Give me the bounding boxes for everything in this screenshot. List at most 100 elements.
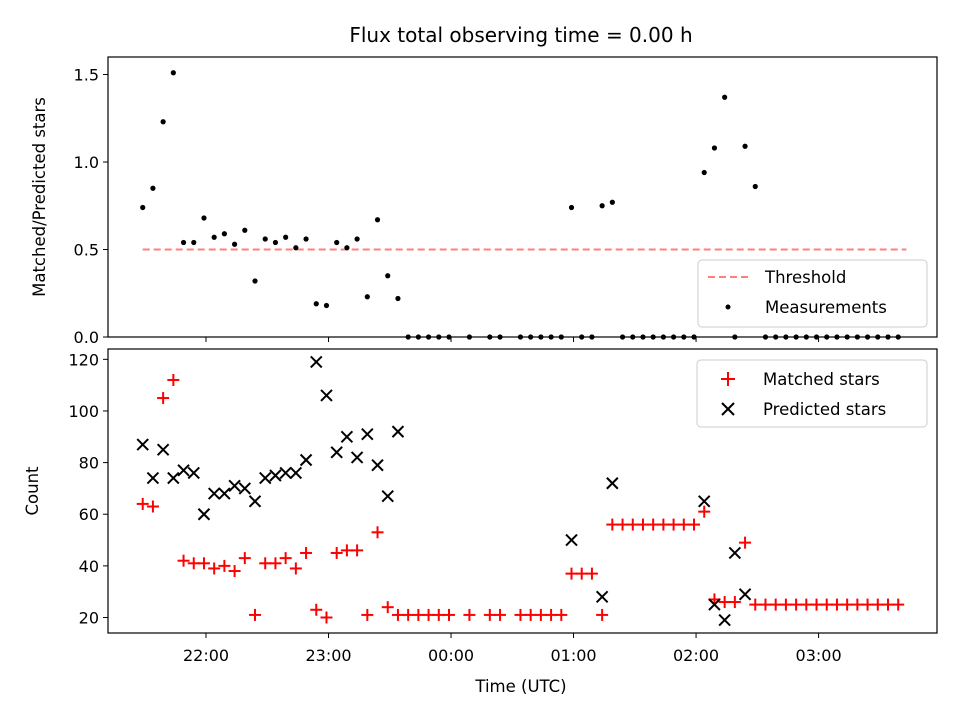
matched-star-point [749,598,762,611]
predicted-star-point [595,590,609,604]
measurement-point [895,334,901,340]
measurement-point [650,334,656,340]
predicted-star-point [320,389,333,402]
predicted-star-stroke-b [299,453,313,467]
predicted-star-point [289,466,303,480]
matched-star-point [381,601,394,614]
matched-star-point [157,392,170,405]
predicted-star-stroke-b [698,495,711,508]
measurement-point [885,334,891,340]
bottom-plot-frame [107,348,938,634]
matched-star-point [442,608,455,621]
x-tick-label: 01:00 [550,646,596,665]
matched-star-point [739,536,752,549]
bottom-y-tick-label: 100 [68,402,99,421]
predicted-star-stroke-b [371,458,384,472]
measurement-point [793,334,799,340]
x-axis-label: Time (UTC) [474,677,566,696]
predicted-star-point [136,438,149,451]
predicted-star-point [269,469,282,482]
bottom-y-tick-label: 120 [68,350,99,369]
predicted-star-stroke-b [565,533,578,547]
matched-star-point [279,552,292,565]
matched-star-point [769,598,782,611]
predicted-star-stroke-b [279,466,292,480]
measurement-point [691,334,697,340]
matched-star-point [779,598,792,611]
matched-star-point [759,598,772,611]
predicted-star-stroke-b [381,489,394,503]
measurement-point [313,301,319,307]
measurement-point [742,143,748,149]
predicted-star-stroke-b [361,427,374,441]
measurement-point [670,334,677,340]
matched-star-point [534,608,547,621]
matched-star-point [881,598,894,611]
matched-star-point [494,608,507,621]
matched-star-point [657,518,670,531]
measurement-point [752,183,758,190]
matched-star-point [698,505,711,518]
predicted-star-point [187,466,200,480]
predicted-star-stroke-b [320,389,333,402]
measurement-point [446,334,452,340]
measurement-point [323,302,330,309]
predicted-star-point [279,466,292,480]
matched-star-point [269,557,282,570]
measurement-point [824,334,830,340]
measurement-point [732,334,738,340]
measurement-point [180,239,187,246]
predicted-star-point [207,487,221,500]
bottom-y-tick-label: 60 [79,505,99,524]
predicted-legend-marker-icon [721,402,735,416]
matched-star-point [688,518,701,531]
measurement-point [242,227,248,233]
bottom-legend: Matched stars Predicted stars [696,359,928,428]
matched-star-point [483,608,496,621]
matched-star-point [616,518,629,531]
predicted-star-point [259,471,272,485]
matched-star-point [146,500,159,513]
measurement-point [568,204,575,211]
matched-legend-label: Matched stars [763,370,880,389]
predicted-star-point [218,487,231,500]
measurement-point [436,334,442,340]
predicted-legend-label: Predicted stars [763,400,886,419]
measurement-point [548,334,554,340]
predicted-star-stroke-b [136,438,149,451]
matched-star-point [606,518,619,531]
measurement-point [497,334,503,340]
chart-title: Flux total observing time = 0.00 h [349,23,692,47]
measurement-point [231,241,238,247]
predicted-star-point [606,477,619,490]
measurements-legend-label: Measurements [765,298,887,317]
top-x-ticks [205,337,820,342]
matched-star-point [545,608,558,621]
measurements-legend-marker-icon [725,304,731,310]
predicted-star-point [371,458,384,472]
measurement-point [773,334,779,340]
matched-star-point [259,557,272,570]
measurement-point [619,334,626,340]
matched-star-point [351,544,364,557]
measurement-point [599,203,605,209]
matched-star-point [871,598,884,611]
measurement-point [405,334,411,340]
bottom-panel: 22:00 23:00 00:00 01:00 02:00 03:00 20 40 60 80 1… [23,348,938,696]
measurement-point [579,334,585,340]
measurement-point [538,334,544,340]
predicted-star-stroke-b [718,613,731,627]
x-tick-label: 02:00 [673,646,719,665]
predicted-star-stroke-b [228,479,241,493]
measurement-point [701,169,707,176]
matched-star-point [810,598,823,611]
measurement-point [262,236,268,242]
measurement-point [385,273,391,279]
measurement-point [487,334,493,340]
matched-star-point [830,598,843,611]
measurement-point [364,294,370,300]
predicted-star-stroke-b [187,466,200,480]
predicted-star-point [361,427,374,441]
predicted-star-stroke-b [595,590,609,604]
matched-star-point [402,608,415,621]
